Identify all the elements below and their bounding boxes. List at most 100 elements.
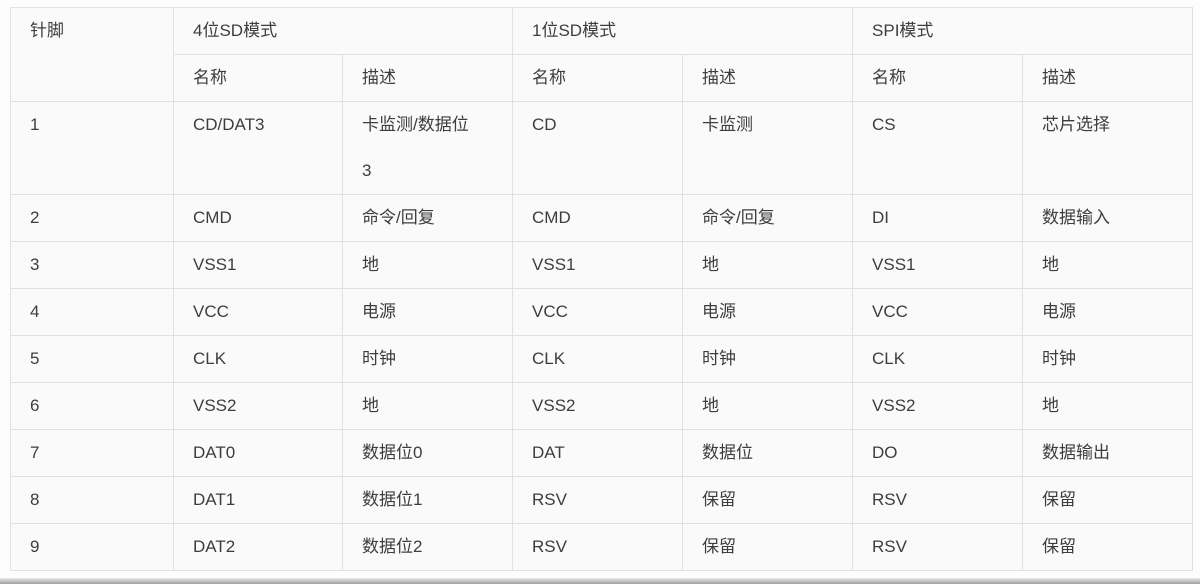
sub-header-desc: 描述 bbox=[1022, 54, 1194, 102]
cell-text: 保留 bbox=[702, 537, 737, 556]
cell-text: CLK bbox=[193, 349, 227, 368]
cell-text: 数据位2 bbox=[362, 537, 423, 556]
sd1-desc-cell: 地 bbox=[682, 382, 854, 430]
cell-text: RSV bbox=[532, 537, 567, 556]
cell-text: DAT0 bbox=[193, 443, 236, 462]
cell-text: 数据位 bbox=[702, 443, 754, 462]
cell-text: DO bbox=[872, 443, 898, 462]
sd1-name-cell: CMD bbox=[512, 194, 684, 242]
sd4-name-cell: DAT1 bbox=[173, 476, 343, 524]
sd1-desc-cell: 保留 bbox=[682, 476, 854, 524]
pin-cell: 1 bbox=[10, 101, 174, 195]
cell-text: 地 bbox=[702, 396, 720, 415]
cell-text: CLK bbox=[532, 349, 566, 368]
sd-pinout-table: 针脚 4位SD模式 1位SD模式 SPI模式 名称 描述 名称 描述 名称 描述… bbox=[10, 7, 1194, 571]
cell-text: 6 bbox=[30, 396, 40, 415]
cell-text: 5 bbox=[30, 349, 40, 368]
pin-cell: 2 bbox=[10, 194, 174, 242]
sd4-name-cell: DAT2 bbox=[173, 523, 343, 571]
spi-desc-cell: 数据输出 bbox=[1022, 429, 1194, 477]
cell-text: VSS2 bbox=[532, 396, 576, 415]
table-row: 7 DAT0 数据位0 DAT 数据位 DO 数据输出 bbox=[10, 429, 1194, 477]
cell-text: 地 bbox=[702, 255, 720, 274]
cell-text: VCC bbox=[872, 302, 908, 321]
spi-name-cell: VSS2 bbox=[852, 382, 1024, 430]
sd4-desc-cell: 卡监测/数据位3 bbox=[341, 101, 514, 195]
cell-text: 4 bbox=[30, 302, 40, 321]
table-row: 9 DAT2 数据位2 RSV 保留 RSV 保留 bbox=[10, 523, 1194, 571]
spi-name-cell: RSV bbox=[852, 476, 1024, 524]
cell-text: RSV bbox=[872, 537, 907, 556]
cell-text: DAT2 bbox=[193, 537, 236, 556]
sd4-desc-cell: 电源 bbox=[341, 288, 514, 336]
cell-text: VSS1 bbox=[532, 255, 576, 274]
cell-text: VCC bbox=[532, 302, 568, 321]
cell-text: DI bbox=[872, 208, 890, 227]
cell-text: 数据位1 bbox=[362, 490, 423, 509]
group-header-4bit-sd: 4位SD模式 bbox=[172, 7, 514, 55]
cell-text: 8 bbox=[30, 490, 40, 509]
cell-text: 命令/回复 bbox=[702, 208, 775, 227]
sd1-name-cell: RSV bbox=[512, 476, 684, 524]
cell-text: 数据输出 bbox=[1042, 443, 1111, 462]
cell-text: 3 bbox=[30, 255, 40, 274]
sd4-desc-cell: 命令/回复 bbox=[341, 194, 514, 242]
sub-header-name: 名称 bbox=[173, 54, 343, 102]
sd4-name-cell: VSS2 bbox=[173, 382, 343, 430]
cell-text: 保留 bbox=[1042, 490, 1077, 509]
sd4-desc-cell: 数据位1 bbox=[341, 476, 514, 524]
sub-header-desc: 描述 bbox=[341, 54, 514, 102]
cell-text: CMD bbox=[532, 208, 571, 227]
sd1-name-cell: RSV bbox=[512, 523, 684, 571]
sub-header-name: 名称 bbox=[512, 54, 684, 102]
sd1-name-cell: VSS1 bbox=[512, 241, 684, 289]
cell-text: VSS2 bbox=[872, 396, 916, 415]
sd1-name-cell: VSS2 bbox=[512, 382, 684, 430]
cell-text: 地 bbox=[362, 255, 379, 274]
cell-text: 电源 bbox=[1042, 302, 1077, 321]
sd4-name-cell: CD/DAT3 bbox=[173, 101, 343, 195]
sd1-name-cell: VCC bbox=[512, 288, 684, 336]
cell-text: CD/DAT3 bbox=[193, 115, 265, 134]
cell-text: 地 bbox=[1042, 255, 1060, 274]
cell-text: 时钟 bbox=[1042, 349, 1077, 368]
group-header-1bit-sd: 1位SD模式 bbox=[512, 7, 854, 55]
cell-text: 数据位0 bbox=[362, 443, 423, 462]
cell-text: 地 bbox=[362, 396, 379, 415]
spi-desc-cell: 芯片选择 bbox=[1022, 101, 1194, 195]
cell-text: 芯片选择 bbox=[1042, 115, 1111, 134]
spi-desc-cell: 地 bbox=[1022, 382, 1194, 430]
sd1-desc-cell: 数据位 bbox=[682, 429, 854, 477]
spi-name-cell: VSS1 bbox=[852, 241, 1024, 289]
cell-text: 1 bbox=[30, 115, 40, 134]
spi-name-cell: DO bbox=[852, 429, 1024, 477]
group-header-row: 针脚 4位SD模式 1位SD模式 SPI模式 bbox=[10, 7, 1194, 102]
sd4-desc-cell: 数据位2 bbox=[341, 523, 514, 571]
cell-text: 地 bbox=[1042, 396, 1060, 415]
cell-text: 时钟 bbox=[702, 349, 737, 368]
table-row: 5 CLK 时钟 CLK 时钟 CLK 时钟 bbox=[10, 335, 1194, 383]
sd4-name-cell: DAT0 bbox=[173, 429, 343, 477]
table-row: 8 DAT1 数据位1 RSV 保留 RSV 保留 bbox=[10, 476, 1194, 524]
sd1-desc-cell: 时钟 bbox=[682, 335, 854, 383]
table-row: 3 VSS1 地 VSS1 地 VSS1 地 bbox=[10, 241, 1194, 289]
group-header-spi: SPI模式 bbox=[852, 7, 1194, 55]
cell-text: RSV bbox=[872, 490, 907, 509]
sd1-desc-cell: 卡监测 bbox=[682, 101, 854, 195]
spi-desc-cell: 时钟 bbox=[1022, 335, 1194, 383]
sd1-desc-cell: 保留 bbox=[682, 523, 854, 571]
table-row: 4 VCC 电源 VCC 电源 VCC 电源 bbox=[10, 288, 1194, 336]
cell-text: CLK bbox=[872, 349, 906, 368]
cell-text: CMD bbox=[193, 208, 232, 227]
pin-cell: 8 bbox=[10, 476, 174, 524]
sd4-desc-cell: 地 bbox=[341, 241, 514, 289]
cell-text: 2 bbox=[30, 208, 40, 227]
table-header: 针脚 4位SD模式 1位SD模式 SPI模式 名称 描述 名称 描述 名称 描述 bbox=[10, 7, 1194, 102]
pin-cell: 6 bbox=[10, 382, 174, 430]
cell-text: VSS2 bbox=[193, 396, 237, 415]
sub-header-name: 名称 bbox=[852, 54, 1024, 102]
cell-text: CS bbox=[872, 115, 896, 134]
sd1-desc-cell: 电源 bbox=[682, 288, 854, 336]
cell-text: 7 bbox=[30, 443, 40, 462]
cell-text: VSS1 bbox=[872, 255, 916, 274]
